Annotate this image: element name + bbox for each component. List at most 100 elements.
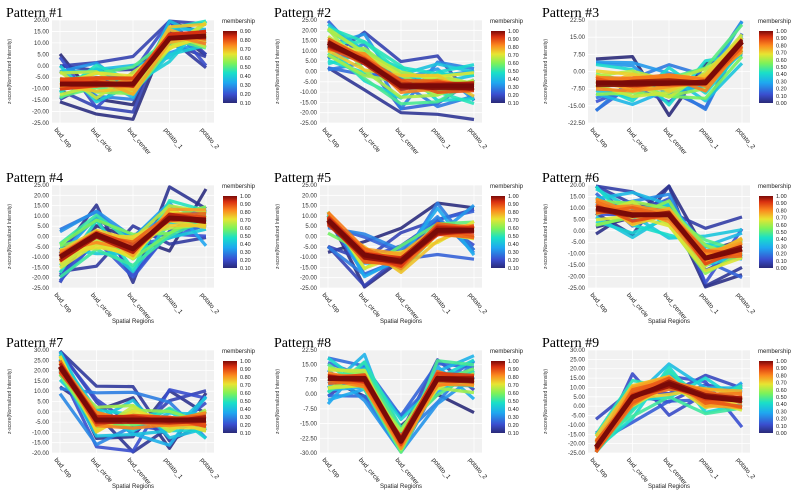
colorbar-tick-label: 0.60	[776, 223, 787, 229]
panel-title: Pattern #5	[274, 171, 331, 186]
x-tick-label: bud_center	[125, 127, 152, 157]
y-tick-label: 0.00	[573, 70, 585, 76]
y-tick-label: 30.00	[570, 348, 586, 354]
member-line	[59, 224, 207, 274]
centroid-line	[326, 40, 474, 89]
panel-title: Pattern #8	[274, 336, 331, 351]
colorbar-tick-label: 0.10	[508, 266, 519, 272]
x-tick-label: bud_center	[661, 292, 688, 322]
colorbar-tick-label: 0.90	[508, 37, 519, 43]
colorbar-tick-label: 0.20	[508, 423, 519, 429]
colorbar-tick-label: 0.70	[776, 381, 787, 387]
centroid-line	[57, 365, 206, 423]
colorbar-tick-label: 1.00	[240, 359, 251, 365]
panel-title: Pattern #4	[6, 171, 63, 186]
y-tick-label: 15.00	[570, 194, 586, 200]
y-tick-label: 0.00	[37, 410, 49, 416]
colorbar-tick-label: 0.20	[776, 417, 787, 423]
colorbar-tick-label: 0.30	[776, 244, 787, 250]
colorbar-title: membership	[490, 184, 524, 190]
y-tick-label: 15.00	[34, 29, 50, 35]
centroid-line	[328, 375, 475, 444]
colorbar-tick-label: 0.10	[240, 266, 251, 272]
colorbar-title: membership	[490, 19, 524, 25]
y-tick-label: 15.00	[34, 379, 50, 385]
colorbar-tick-label: 0.80	[776, 373, 787, 379]
x-tick-label: potato_2	[466, 127, 488, 151]
member-line	[595, 49, 744, 103]
y-tick-label: -20.00	[568, 442, 586, 448]
y-tick-label: 15.00	[570, 376, 586, 382]
y-tick-label: -20.00	[32, 451, 50, 457]
y-tick-label: 22.50	[302, 348, 318, 354]
x-tick-label: bud_center	[125, 292, 152, 322]
pattern-panel-3: Pattern #322.50 15.00 7.50 0.00 -7.50 -15.00 -…	[542, 6, 792, 157]
y-tick-label: 20.00	[34, 369, 50, 375]
y-tick-label: 5.00	[573, 395, 585, 401]
x-axis-label: Spatial Regions	[648, 484, 690, 490]
y-tick-label: -20.00	[300, 111, 318, 117]
y-tick-label: 20.00	[570, 367, 586, 373]
colorbar-tick-label: 0.20	[240, 92, 251, 98]
y-tick-label: -30.00	[300, 451, 318, 457]
x-tick-label: bud_circle	[625, 127, 650, 154]
colorbar-tick-label: 0.30	[240, 415, 251, 421]
colorbar-tick-label: 0.20	[776, 252, 787, 258]
y-tick-label: 7.50	[305, 377, 317, 383]
y-tick-label: 25.00	[34, 358, 50, 364]
y-tick-label: -5.00	[35, 420, 49, 426]
y-tick-label: 5.00	[305, 224, 317, 230]
x-tick-label: potato_1	[698, 457, 720, 481]
x-tick-label: bud_center	[393, 457, 420, 487]
y-tick-label: 20.00	[34, 193, 50, 199]
y-axis-label: z-score(Normalized Intensity)	[275, 204, 281, 269]
x-tick-label: bud_center	[393, 292, 420, 322]
y-tick-label: 15.00	[570, 35, 586, 41]
y-tick-label: -7.50	[303, 407, 317, 413]
colorbar-tick-label: 0.90	[776, 366, 787, 372]
x-tick-label: bud_circle	[625, 457, 650, 484]
pattern-panel-7: Pattern #730.00 25.00 20.00 15.00 10.00 5.00 0…	[6, 336, 256, 490]
y-tick-label: 20.00	[34, 18, 50, 24]
y-tick-label: 10.00	[570, 206, 586, 212]
pattern-panel-2: Pattern #225.00 20.00 15.00 10.00 5.00 0.00 -5…	[274, 6, 524, 157]
colorbar-tick-label: 0.40	[240, 242, 251, 248]
y-tick-label: 0.00	[37, 235, 49, 241]
centroid-line	[596, 40, 744, 86]
y-tick-label: -20.00	[32, 276, 50, 282]
x-tick-label: potato_1	[430, 292, 452, 316]
y-tick-label: 20.00	[570, 183, 586, 189]
x-tick-label: potato_2	[198, 127, 220, 151]
x-tick-label: bud_circle	[89, 457, 114, 484]
pattern-panel-5: Pattern #525.00 20.00 15.00 10.00 5.00 0.00 -5…	[274, 171, 524, 325]
colorbar-tick-label: 0.80	[508, 375, 519, 381]
colorbar-title: membership	[758, 19, 792, 25]
x-axis-label: Spatial Regions	[112, 484, 154, 490]
y-tick-label: -25.00	[568, 451, 586, 457]
y-tick-label: -10.00	[300, 255, 318, 261]
colorbar-tick-label: 0.90	[240, 29, 251, 35]
y-tick-label: 20.00	[302, 193, 318, 199]
colorbar-tick-label: 0.50	[240, 65, 251, 71]
x-tick-label: bud_circle	[625, 292, 650, 319]
y-tick-label: -25.00	[32, 286, 50, 292]
y-tick-label: 10.00	[34, 214, 50, 220]
colorbar-tick-label: 1.00	[776, 194, 787, 200]
y-tick-label: -7.50	[571, 87, 585, 93]
x-tick-label: potato_1	[698, 127, 720, 151]
colorbar-tick-label: 0.80	[776, 208, 787, 214]
colorbar	[491, 196, 505, 268]
x-tick-label: potato_1	[162, 127, 184, 151]
centroid-line	[595, 205, 743, 261]
x-tick-label: bud_circle	[89, 292, 114, 319]
x-tick-label: bud_top	[588, 457, 609, 480]
colorbar-tick-label: 1.00	[776, 359, 787, 365]
y-tick-label: -15.00	[300, 422, 318, 428]
y-tick-label: -15.00	[300, 100, 318, 106]
colorbar-tick-label: 0.70	[776, 216, 787, 222]
colorbar-tick-label: 0.90	[240, 367, 251, 373]
colorbar	[223, 361, 237, 433]
colorbar	[223, 196, 237, 268]
colorbar-tick-label: 0.10	[508, 431, 519, 437]
y-axis-label: z-score(Normalized Intensity)	[7, 39, 13, 104]
